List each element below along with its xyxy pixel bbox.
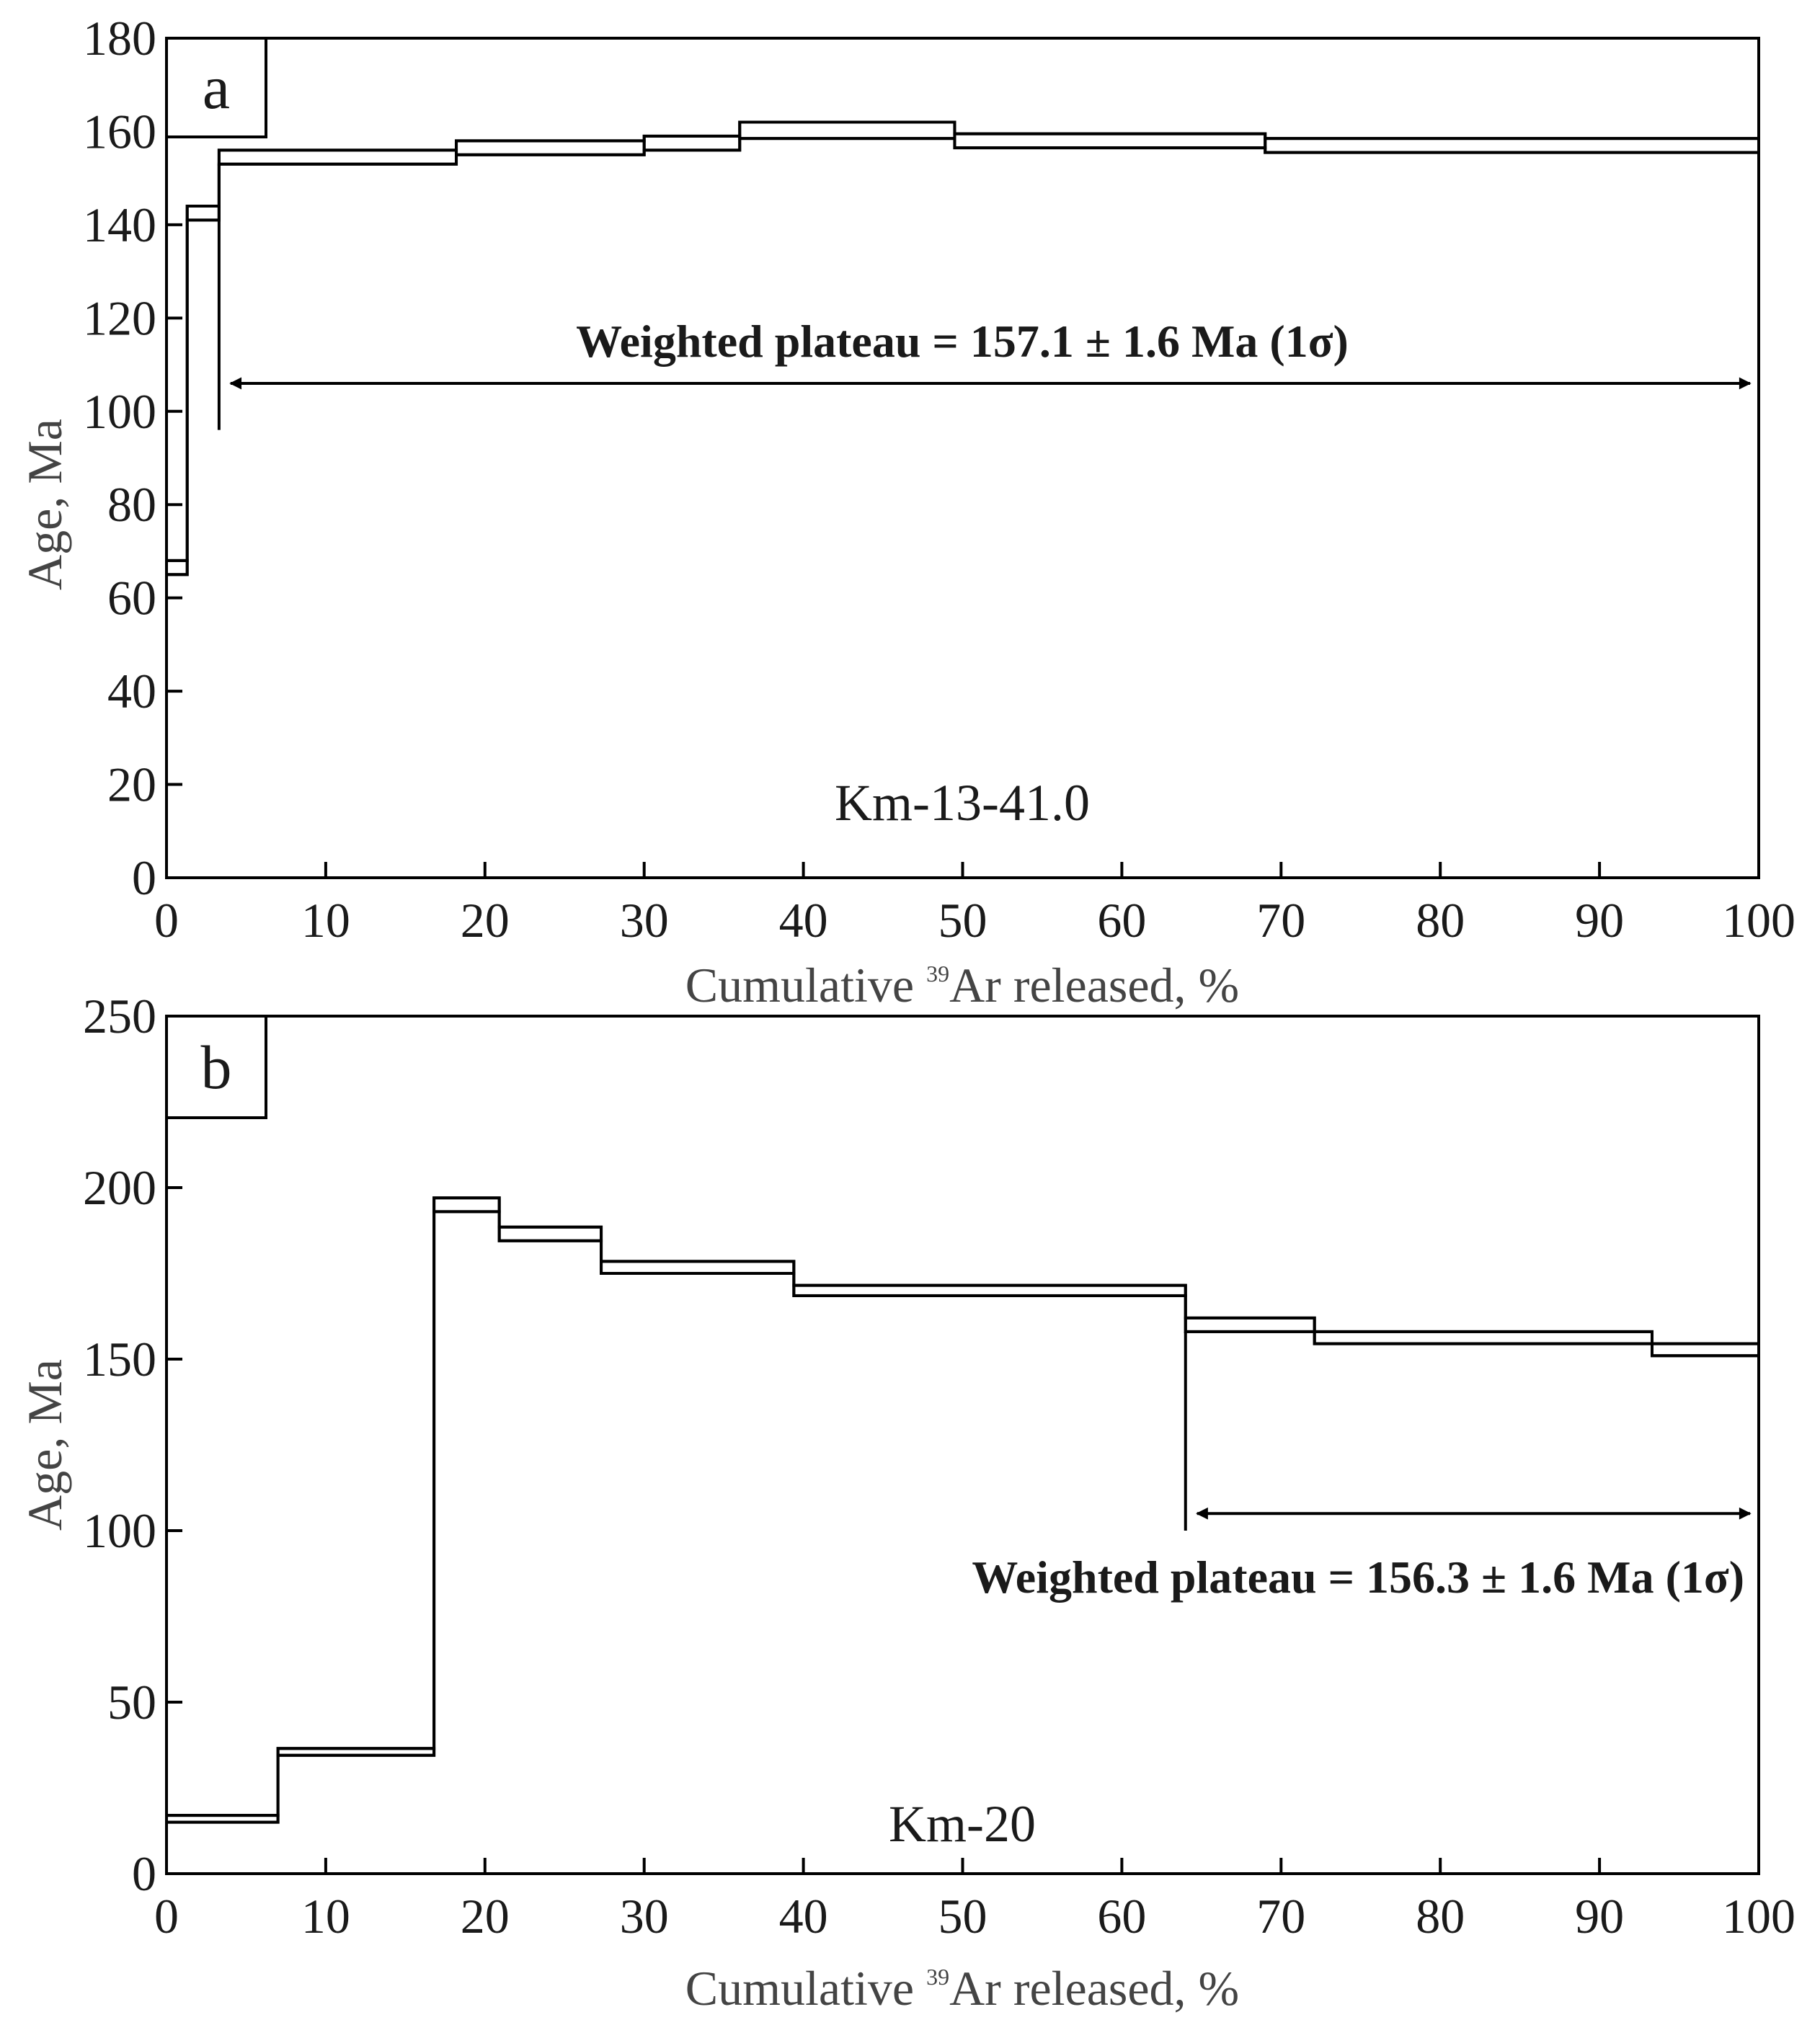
y-tick-label: 20 [107, 757, 156, 812]
panel-a: 0 10 20 30 40 50 60 70 80 90 100 0 20 40 60 80 100 120 14… [17, 11, 1795, 1012]
x-tick-label: 100 [1722, 1889, 1795, 1944]
plot-frame [165, 1015, 1760, 1875]
step-box [165, 558, 189, 577]
x-tick-label: 40 [779, 1889, 828, 1944]
step-box [642, 134, 742, 152]
step-box [792, 1283, 1187, 1297]
step-box [165, 1814, 280, 1824]
x-tick-label: 70 [1256, 1889, 1305, 1944]
x-tick-label: 0 [154, 1889, 179, 1944]
x-tick-label: 30 [620, 893, 669, 948]
y-tick-label: 180 [83, 11, 156, 66]
y-tick-label: 50 [107, 1675, 156, 1730]
x-tick-label: 20 [461, 1889, 510, 1944]
step-box [953, 132, 1267, 150]
panel-letter: a [203, 53, 230, 122]
x-tick-label: 30 [620, 1889, 669, 1944]
y-axis-title: Age, Ma [17, 1359, 72, 1531]
step-box [738, 120, 956, 141]
y-tick-label: 80 [107, 477, 156, 532]
step-box [1650, 1342, 1761, 1358]
sample-label: Km-13-41.0 [835, 774, 1090, 832]
panel-letter-box [165, 1015, 267, 1119]
x-tick-label: 100 [1722, 893, 1795, 948]
step-box [432, 1196, 501, 1214]
x-tick-label: 80 [1416, 893, 1465, 948]
step-box [600, 1260, 796, 1275]
age-spectrum [165, 1196, 1761, 1824]
y-tick-label: 40 [107, 664, 156, 718]
x-tick-label: 60 [1097, 893, 1146, 948]
step-box [1184, 1316, 1316, 1333]
x-tick-label: 10 [301, 893, 350, 948]
y-tick-label: 200 [83, 1160, 156, 1215]
step-box [185, 205, 221, 222]
lower-bound-line [167, 1210, 1759, 1824]
step-box [276, 1747, 436, 1757]
y-tick-label: 150 [83, 1332, 156, 1387]
sample-label: Km-20 [889, 1795, 1036, 1853]
y-axis: 0 50 100 150 200 250 [83, 989, 182, 1901]
y-tick-label: 160 [83, 104, 156, 159]
panel-letter-box [165, 37, 267, 138]
y-tick-label: 100 [83, 384, 156, 439]
y-tick-label: 250 [83, 989, 156, 1043]
y-tick-label: 120 [83, 290, 156, 345]
panel-b: 0 10 20 30 40 50 60 70 80 90 100 0 50 100 150 200 250 b… [17, 989, 1795, 2016]
x-tick-label: 80 [1416, 1889, 1465, 1944]
x-tick-label: 40 [779, 893, 828, 948]
x-tick-label: 70 [1256, 893, 1305, 948]
y-tick-label: 140 [83, 197, 156, 252]
plateau-label: Weighted plateau = 156.3 ± 1.6 Ma (1σ) [972, 1552, 1744, 1603]
x-tick-label: 20 [461, 893, 510, 948]
step-box [497, 1225, 603, 1242]
x-tick-label: 60 [1097, 1889, 1146, 1944]
upper-bound-line [167, 1196, 1759, 1817]
x-tick-label: 90 [1575, 893, 1624, 948]
y-tick-label: 0 [132, 1846, 156, 1901]
y-axis-title: Age, Ma [17, 419, 72, 590]
y-tick-label: 0 [132, 850, 156, 905]
plateau-label: Weighted plateau = 157.1 ± 1.6 Ma (1σ) [576, 316, 1349, 367]
x-tick-label: 50 [938, 1889, 987, 1944]
x-axis-title: Cumulative 39Ar released, % [685, 1961, 1239, 2016]
x-tick-label: 90 [1575, 1889, 1624, 1944]
panel-letter: b [201, 1033, 232, 1102]
y-axis: 0 20 40 60 80 100 120 140 160 180 [83, 11, 182, 905]
x-tick-label: 50 [938, 893, 987, 948]
step-box [217, 148, 458, 166]
step-box [1313, 1330, 1653, 1345]
x-axis: 0 10 20 30 40 50 60 70 80 90 100 [154, 1858, 1795, 1944]
y-tick-label: 100 [83, 1503, 156, 1558]
step-box [1264, 137, 1760, 154]
x-tick-label: 0 [154, 893, 179, 948]
x-tick-label: 10 [301, 1889, 350, 1944]
y-tick-label: 60 [107, 571, 156, 626]
step-box [455, 139, 646, 156]
x-axis: 0 10 20 30 40 50 60 70 80 90 100 [154, 862, 1795, 948]
x-axis-title: Cumulative 39Ar released, % [685, 958, 1239, 1012]
age-spectrum [165, 120, 1760, 577]
